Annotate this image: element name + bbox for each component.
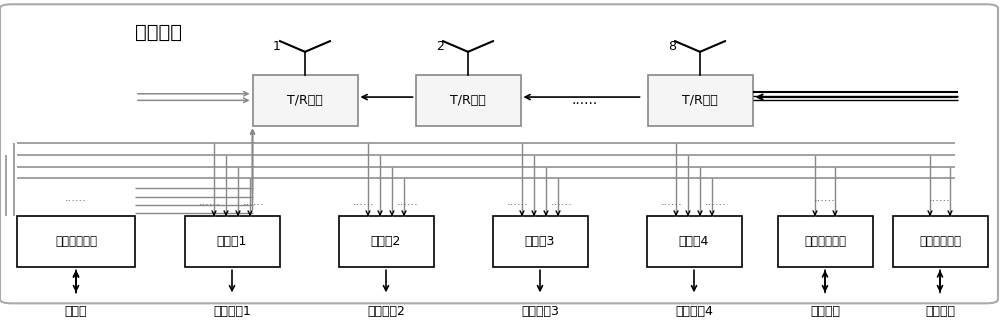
- Text: ......: ......: [551, 196, 573, 207]
- Bar: [493, 216, 588, 267]
- Text: ......: ......: [199, 196, 221, 207]
- Text: T/R组件: T/R组件: [287, 94, 323, 107]
- Bar: [646, 216, 742, 267]
- Text: ......: ......: [572, 93, 598, 107]
- Text: T/R组件: T/R组件: [682, 94, 718, 107]
- Text: 2: 2: [436, 40, 444, 54]
- Text: ......: ......: [397, 196, 419, 207]
- Bar: [416, 75, 521, 126]
- Text: ......: ......: [814, 193, 836, 203]
- Bar: [338, 216, 434, 267]
- Text: ......: ......: [243, 196, 265, 207]
- Text: 8: 8: [668, 40, 676, 54]
- Text: 基本模块: 基本模块: [135, 23, 182, 42]
- Text: 接收波束3: 接收波束3: [521, 305, 559, 318]
- Text: 合路器4: 合路器4: [679, 235, 709, 248]
- Text: 数字控制单元: 数字控制单元: [55, 235, 97, 248]
- Text: 接收波束2: 接收波束2: [367, 305, 405, 318]
- Text: ......: ......: [507, 196, 529, 207]
- Bar: [778, 216, 872, 267]
- Text: 一分八功分器: 一分八功分器: [919, 235, 961, 248]
- Text: 校准波束: 校准波束: [925, 305, 955, 318]
- Bar: [184, 216, 280, 267]
- Bar: [17, 216, 135, 267]
- Text: T/R组件: T/R组件: [450, 94, 486, 107]
- Bar: [893, 216, 988, 267]
- Text: 一分八功分器: 一分八功分器: [804, 235, 846, 248]
- Text: ......: ......: [929, 193, 951, 203]
- Text: 合路器1: 合路器1: [217, 235, 247, 248]
- Text: ......: ......: [661, 196, 683, 207]
- Text: 合路器2: 合路器2: [371, 235, 401, 248]
- Text: ......: ......: [353, 196, 375, 207]
- Text: 发射波束: 发射波束: [810, 305, 840, 318]
- Text: 合路器3: 合路器3: [525, 235, 555, 248]
- Text: 波控码: 波控码: [65, 305, 87, 318]
- Text: 1: 1: [273, 40, 281, 54]
- Text: ......: ......: [705, 196, 727, 207]
- Bar: [252, 75, 358, 126]
- Text: ......: ......: [65, 193, 87, 203]
- Text: 接收波束1: 接收波束1: [213, 305, 251, 318]
- Bar: [648, 75, 753, 126]
- Text: 接收波束4: 接收波束4: [675, 305, 713, 318]
- FancyBboxPatch shape: [0, 4, 998, 303]
